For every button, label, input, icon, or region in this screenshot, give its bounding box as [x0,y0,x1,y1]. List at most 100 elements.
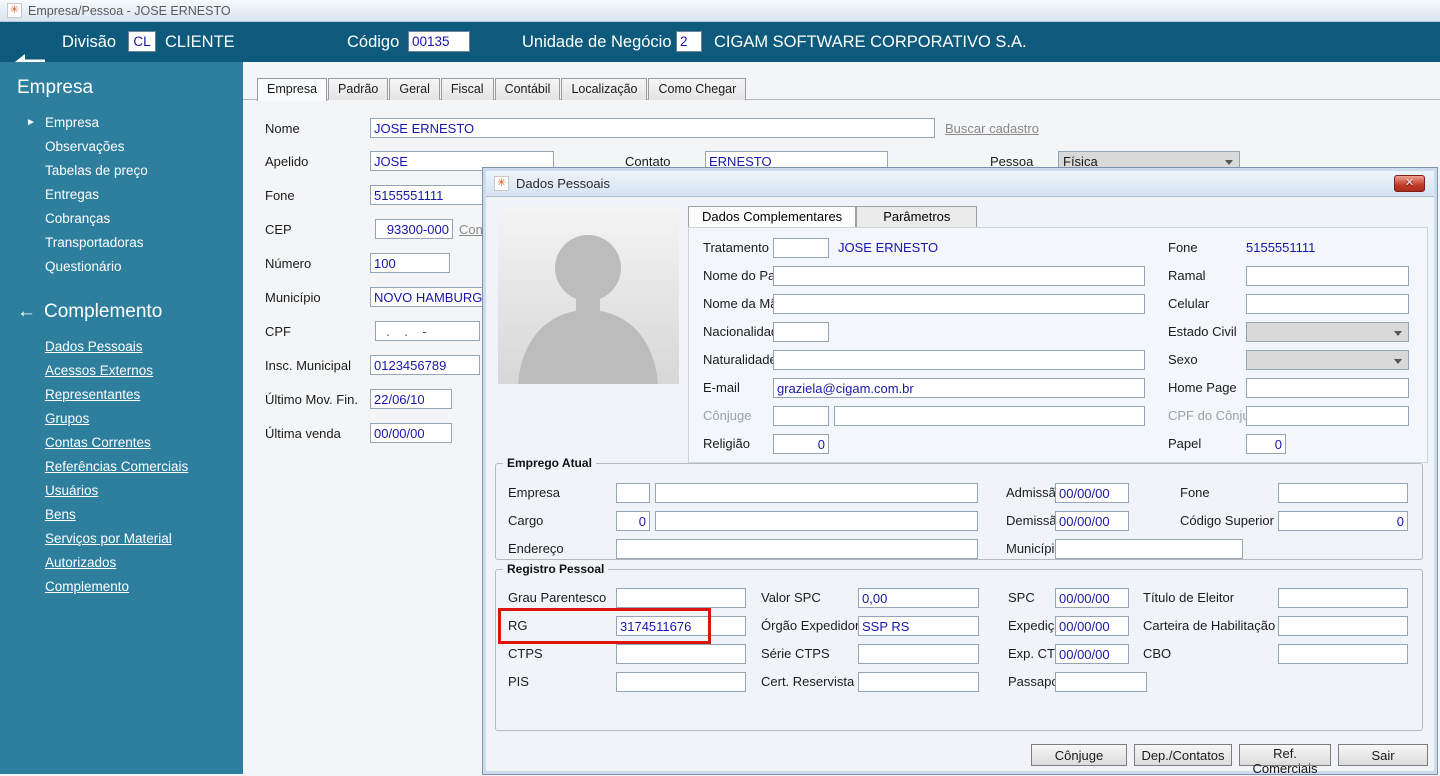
sidebar-item-dados-pessoais[interactable]: Dados Pessoais [45,339,143,354]
serie-ctps-input[interactable] [858,644,979,664]
orgao-expedidor-input[interactable] [858,616,979,636]
sidebar-item-transportadoras[interactable]: Transportadoras [45,235,144,250]
demissao-input[interactable] [1055,511,1129,531]
tab-empresa[interactable]: Empresa [257,78,328,101]
tab-fiscal[interactable]: Fiscal [440,78,494,100]
ultimo-mov-input[interactable] [370,389,452,409]
sidebar-item-observacoes[interactable]: Observações [45,139,125,154]
cbo-input[interactable] [1278,644,1408,664]
valor-spc-input[interactable] [858,588,979,608]
estado-civil-label: Estado Civil [1168,324,1237,339]
ultima-venda-label: Última venda [265,426,341,441]
sidebar-item-entregas[interactable]: Entregas [45,187,100,202]
buscar-cadastro-link[interactable]: Buscar cadastro [945,121,1039,136]
ramal-label: Ramal [1168,268,1206,283]
estado-civil-select[interactable] [1246,322,1409,342]
sidebar-item-bens[interactable]: Bens [45,507,76,522]
sexo-label: Sexo [1168,352,1198,367]
pis-input[interactable] [616,672,746,692]
tab-contabil[interactable]: Contábil [494,78,561,100]
home-page-input[interactable] [1246,378,1409,398]
sexo-select[interactable] [1246,350,1409,370]
grau-parentesco-input[interactable] [616,588,746,608]
papel-input[interactable] [1246,434,1286,454]
close-icon[interactable]: ✕ [1394,175,1425,192]
dialog-title: Dados Pessoais [516,176,610,191]
dlg-fone-value: 5155551111 [1246,240,1316,255]
sidebar-item-grupos[interactable]: Grupos [45,411,90,426]
apelido-input[interactable] [370,151,554,171]
sidebar-item-referencias-comerciais[interactable]: Referências Comerciais [45,459,189,474]
sidebar-item-empresa[interactable]: ► Empresa [0,111,243,135]
sidebar-item-autorizados[interactable]: Autorizados [45,555,117,570]
passaporte-input[interactable] [1055,672,1147,692]
ctps-input[interactable] [616,644,746,664]
tab-localizacao[interactable]: Localização [561,78,648,100]
cert-reservista-input[interactable] [858,672,979,692]
dep-contatos-button[interactable]: Dep./Contatos [1134,744,1232,766]
sidebar-item-servicos-por-material[interactable]: Serviços por Material [45,531,172,546]
exp-ctps-input[interactable] [1055,644,1129,664]
religiao-input[interactable] [773,434,829,454]
sidebar-item-complemento[interactable]: Complemento [45,579,130,594]
rg-input[interactable] [616,616,746,636]
email-input[interactable] [773,378,1145,398]
emp-empresa-name-input[interactable] [655,483,978,503]
sidebar-item-questionario[interactable]: Questionário [45,259,122,274]
tab-geral[interactable]: Geral [389,78,440,100]
cargo-code-input[interactable] [616,511,650,531]
sidebar-item-cobrancas[interactable]: Cobranças [45,211,111,226]
cep-input[interactable] [375,219,453,239]
emp-empresa-code-input[interactable] [616,483,650,503]
emprego-atual-group [495,463,1423,560]
emp-fone-input[interactable] [1278,483,1408,503]
tratamento-input[interactable] [773,238,829,258]
nome-do-pai-input[interactable] [773,266,1145,286]
valor-spc-label: Valor SPC [761,590,821,605]
ref-comerciais-button[interactable]: Ref. Comerciais [1239,744,1331,776]
nacionalidade-label: Nacionalidade [703,324,786,339]
endereco-input[interactable] [616,539,978,559]
carteira-habilitacao-input[interactable] [1278,616,1408,636]
tab-dados-complementares[interactable]: Dados Complementares [688,206,857,227]
cpf-input[interactable] [375,321,480,341]
conjuge-name-input[interactable] [834,406,1145,426]
insc-municipal-input[interactable] [370,355,480,375]
nacionalidade-input[interactable] [773,322,829,342]
nome-input[interactable] [370,118,935,138]
registro-pessoal-group [495,569,1423,731]
tab-como-chegar[interactable]: Como Chegar [648,78,747,100]
sidebar-item-usuarios[interactable]: Usuários [45,483,99,498]
celular-input[interactable] [1246,294,1409,314]
ramal-input[interactable] [1246,266,1409,286]
religiao-label: Religião [703,436,750,451]
conjuge-code-input[interactable] [773,406,829,426]
admissao-input[interactable] [1055,483,1129,503]
cpf-conjuge-label: CPF do Cônjuge [1168,408,1265,423]
cpf-conjuge-input[interactable] [1246,406,1409,426]
expedicao-input[interactable] [1055,616,1129,636]
naturalidade-input[interactable] [773,350,1145,370]
code-input[interactable] [408,31,470,52]
conjuge-button[interactable]: Cônjuge [1031,744,1127,766]
spc-input[interactable] [1055,588,1129,608]
contato-input[interactable] [705,151,888,171]
titulo-eleitor-input[interactable] [1278,588,1408,608]
sidebar-item-contas-correntes[interactable]: Contas Correntes [45,435,151,450]
numero-input[interactable] [370,253,450,273]
sidebar-item-acessos-externos[interactable]: Acessos Externos [45,363,154,378]
tab-parametros[interactable]: Parâmetros [856,206,978,227]
nome-da-mae-input[interactable] [773,294,1145,314]
sidebar-section-empresa: Empresa [17,77,94,98]
cod-superior-input[interactable] [1278,511,1408,531]
consulta-cep-link[interactable]: Cons [459,222,490,237]
sair-button[interactable]: Sair [1338,744,1428,766]
tab-padrao[interactable]: Padrão [328,78,389,100]
emp-municipio-input[interactable] [1055,539,1243,559]
unit-code-input[interactable] [676,31,702,52]
sidebar-item-representantes[interactable]: Representantes [45,387,141,402]
cargo-name-input[interactable] [655,511,978,531]
division-code-input[interactable] [128,31,156,52]
ultima-venda-input[interactable] [370,423,452,443]
sidebar-item-tabelas-de-preco[interactable]: Tabelas de preço [45,163,148,178]
